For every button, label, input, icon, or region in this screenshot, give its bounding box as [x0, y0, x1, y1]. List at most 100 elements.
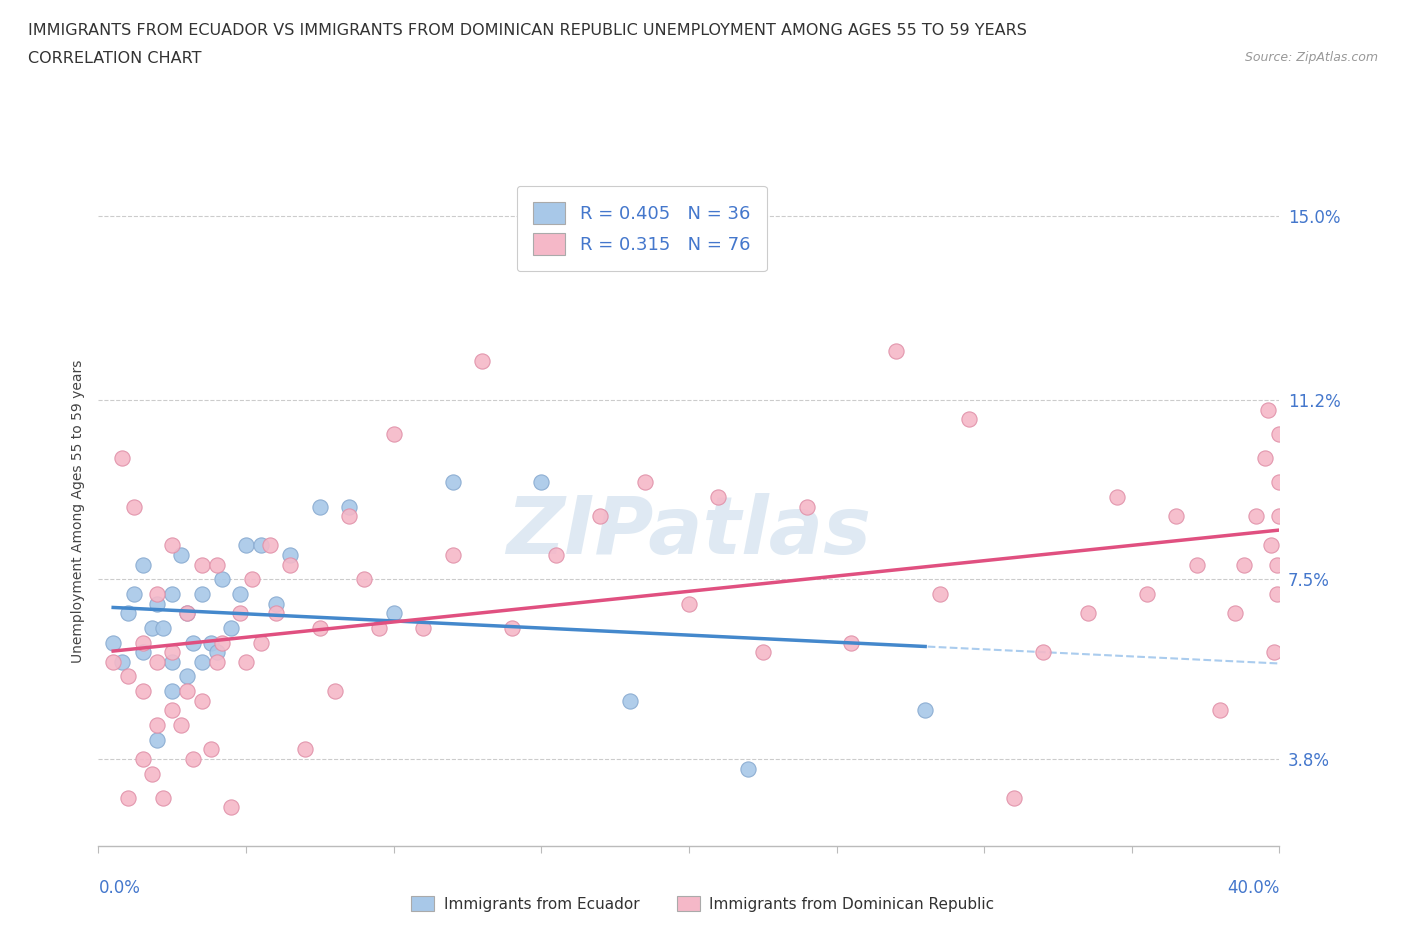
Point	[117, 669, 139, 684]
Point	[323, 684, 346, 698]
Point	[176, 684, 198, 698]
Point	[191, 587, 214, 602]
Text: CORRELATION CHART: CORRELATION CHART	[28, 51, 201, 66]
Point	[117, 790, 139, 805]
Point	[146, 596, 169, 611]
Point	[1185, 557, 1208, 572]
Point	[546, 548, 568, 563]
Point	[141, 766, 163, 781]
Point	[229, 606, 252, 621]
Point	[176, 606, 198, 621]
Point	[278, 557, 302, 572]
Point	[1257, 402, 1279, 417]
Point	[219, 620, 242, 635]
Point	[1268, 475, 1291, 490]
Point	[530, 475, 553, 490]
Point	[132, 635, 155, 650]
Point	[914, 703, 936, 718]
Point	[250, 538, 273, 553]
Text: Source: ZipAtlas.com: Source: ZipAtlas.com	[1244, 51, 1378, 64]
Point	[1032, 644, 1054, 659]
Point	[841, 635, 863, 650]
Point	[103, 655, 125, 670]
Point	[111, 451, 134, 466]
Point	[146, 718, 169, 733]
Point	[211, 572, 233, 587]
Point	[191, 557, 214, 572]
Point	[146, 587, 169, 602]
Point	[294, 742, 316, 757]
Point	[235, 655, 257, 670]
Text: 0.0%: 0.0%	[98, 879, 141, 897]
Point	[146, 655, 169, 670]
Point	[309, 620, 332, 635]
Point	[200, 742, 222, 757]
Point	[382, 427, 405, 442]
Point	[1244, 509, 1267, 524]
Point	[132, 751, 155, 766]
Point	[412, 620, 434, 635]
Point	[117, 606, 139, 621]
Text: ZIPatlas: ZIPatlas	[506, 493, 872, 571]
Point	[1223, 606, 1246, 621]
Point	[441, 548, 464, 563]
Point	[928, 587, 950, 602]
Point	[240, 572, 263, 587]
Point	[1164, 509, 1187, 524]
Point	[146, 732, 169, 747]
Point	[678, 596, 700, 611]
Point	[141, 620, 163, 635]
Point	[235, 538, 257, 553]
Point	[162, 587, 183, 602]
Point	[707, 489, 730, 504]
Point	[1135, 587, 1157, 602]
Point	[1268, 427, 1291, 442]
Point	[191, 655, 214, 670]
Point	[162, 538, 183, 553]
Point	[796, 499, 818, 514]
Point	[1002, 790, 1025, 805]
Point	[501, 620, 523, 635]
Point	[884, 344, 907, 359]
Y-axis label: Unemployment Among Ages 55 to 59 years: Unemployment Among Ages 55 to 59 years	[72, 360, 86, 663]
Point	[176, 669, 198, 684]
Point	[122, 587, 145, 602]
Point	[259, 538, 281, 553]
Point	[368, 620, 391, 635]
Point	[111, 655, 134, 670]
Point	[1105, 489, 1128, 504]
Point	[229, 587, 252, 602]
Point	[205, 655, 228, 670]
Point	[589, 509, 612, 524]
Point	[309, 499, 332, 514]
Text: IMMIGRANTS FROM ECUADOR VS IMMIGRANTS FROM DOMINICAN REPUBLIC UNEMPLOYMENT AMONG: IMMIGRANTS FROM ECUADOR VS IMMIGRANTS FR…	[28, 23, 1026, 38]
Point	[751, 644, 773, 659]
Point	[959, 412, 981, 427]
Point	[633, 475, 655, 490]
Point	[382, 606, 405, 621]
Point	[1268, 509, 1291, 524]
Point	[1209, 703, 1232, 718]
Point	[471, 353, 494, 368]
Point	[353, 572, 375, 587]
Point	[162, 684, 183, 698]
Point	[103, 635, 125, 650]
Point	[1254, 451, 1277, 466]
Point	[339, 499, 360, 514]
Point	[170, 548, 193, 563]
Point	[264, 596, 287, 611]
Point	[1260, 538, 1282, 553]
Point	[619, 693, 641, 708]
Point	[181, 751, 204, 766]
Point	[441, 475, 464, 490]
Point	[278, 548, 302, 563]
Point	[132, 684, 155, 698]
Point	[250, 635, 273, 650]
Point	[205, 557, 228, 572]
Legend: R = 0.405   N = 36, R = 0.315   N = 76: R = 0.405 N = 36, R = 0.315 N = 76	[517, 186, 766, 272]
Point	[1263, 644, 1285, 659]
Point	[339, 509, 360, 524]
Point	[1077, 606, 1099, 621]
Text: 40.0%: 40.0%	[1227, 879, 1279, 897]
Point	[176, 606, 198, 621]
